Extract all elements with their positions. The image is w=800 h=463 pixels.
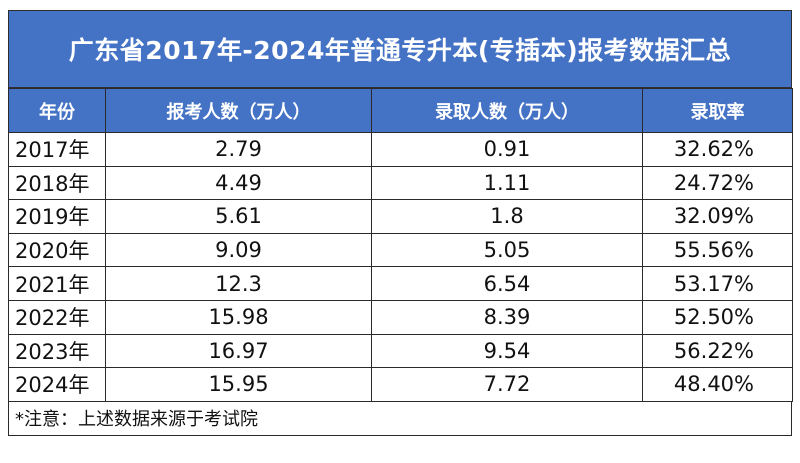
- cell-admitted: 6.54: [371, 266, 643, 301]
- cell-admitted: 8.39: [371, 299, 643, 335]
- cell-rate: 56.22%: [642, 333, 793, 369]
- column-header-year: 年份: [8, 88, 106, 133]
- table-row: 2019年 5.61 1.8 32.09%: [8, 199, 793, 234]
- table-row: 2018年 4.49 1.11 24.72%: [8, 165, 793, 201]
- cell-year: 2018年: [8, 165, 106, 201]
- cell-applicants: 15.98: [105, 299, 372, 335]
- cell-rate: 32.09%: [642, 199, 793, 234]
- cell-year: 2024年: [8, 367, 106, 402]
- data-summary-table-container: 广东省2017年-2024年普通专升本(专插本)报考数据汇总 年份 报考人数（万…: [8, 10, 793, 436]
- cell-admitted: 1.8: [371, 199, 643, 234]
- cell-year: 2020年: [8, 232, 106, 268]
- cell-applicants: 4.49: [105, 165, 372, 201]
- cell-rate: 52.50%: [642, 299, 793, 335]
- cell-applicants: 16.97: [105, 333, 372, 369]
- cell-applicants: 9.09: [105, 232, 372, 268]
- header-row: 年份 报考人数（万人） 录取人数（万人） 录取率: [8, 88, 793, 133]
- cell-admitted: 5.05: [371, 232, 643, 268]
- table-row: 2020年 9.09 5.05 55.56%: [8, 232, 793, 268]
- cell-applicants: 15.95: [105, 367, 372, 402]
- cell-admitted: 0.91: [371, 132, 643, 167]
- cell-year: 2017年: [8, 132, 106, 167]
- data-table: 年份 报考人数（万人） 录取人数（万人） 录取率 2017年 2.79 0.91 32…: [8, 88, 793, 402]
- cell-rate: 24.72%: [642, 165, 793, 201]
- table-row: 2022年 15.98 8.39 52.50%: [8, 299, 793, 335]
- source-note: *注意：上述数据来源于考试院: [8, 401, 792, 436]
- cell-year: 2023年: [8, 333, 106, 369]
- column-header-admitted: 录取人数（万人）: [371, 88, 643, 133]
- cell-year: 2019年: [8, 199, 106, 234]
- cell-admitted: 1.11: [371, 165, 643, 201]
- cell-admitted: 9.54: [371, 333, 643, 369]
- cell-rate: 55.56%: [642, 232, 793, 268]
- cell-applicants: 5.61: [105, 199, 372, 234]
- table-row: 2023年 16.97 9.54 56.22%: [8, 333, 793, 369]
- cell-rate: 53.17%: [642, 266, 793, 301]
- column-header-applicants: 报考人数（万人）: [105, 88, 372, 133]
- cell-year: 2021年: [8, 266, 106, 301]
- table-title: 广东省2017年-2024年普通专升本(专插本)报考数据汇总: [8, 10, 792, 88]
- cell-applicants: 2.79: [105, 132, 372, 167]
- cell-rate: 48.40%: [642, 367, 793, 402]
- cell-rate: 32.62%: [642, 132, 793, 167]
- cell-year: 2022年: [8, 299, 106, 335]
- table-row: 2017年 2.79 0.91 32.62%: [8, 132, 793, 167]
- table-row: 2021年 12.3 6.54 53.17%: [8, 266, 793, 301]
- cell-applicants: 12.3: [105, 266, 372, 301]
- cell-admitted: 7.72: [371, 367, 643, 402]
- table-row: 2024年 15.95 7.72 48.40%: [8, 367, 793, 402]
- column-header-rate: 录取率: [642, 88, 793, 133]
